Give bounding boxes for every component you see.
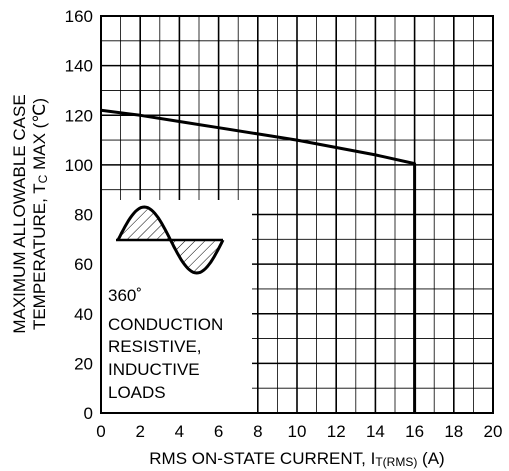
x-tick-label: 10 [288, 422, 307, 441]
y-axis-title-group: MAXIMUM ALLOWABLE CASE TEMPERATURE, TC M… [10, 94, 50, 333]
grid [101, 16, 493, 413]
y-tick-label: 140 [65, 57, 93, 76]
x-tick-label: 14 [366, 422, 385, 441]
y-tick-label: 160 [65, 7, 93, 26]
y-tick-label: 60 [74, 255, 93, 274]
annotation-degree: 360˚ [108, 286, 142, 305]
waveform-negative-hatch [170, 240, 223, 273]
y-tick-label: 20 [74, 354, 93, 373]
x-tick-label: 0 [96, 422, 105, 441]
waveform-positive-hatch [118, 207, 171, 240]
y-tick-label: 0 [84, 404, 93, 423]
y-axis-title-line2-subscript: C [36, 174, 50, 183]
x-tick-label: 4 [175, 422, 184, 441]
y-tick-label: 100 [65, 156, 93, 175]
x-tick-labels: 0 2 4 6 8 10 12 14 16 18 20 [96, 422, 502, 441]
x-tick-label: 2 [135, 422, 144, 441]
annotation-line: INDUCTIVE [108, 360, 200, 379]
x-tick-label: 6 [214, 422, 223, 441]
x-tick-label: 8 [253, 422, 262, 441]
x-axis-title-subscript: T(RMS) [375, 455, 417, 469]
annotation-line: CONDUCTION [108, 315, 223, 334]
inset-panel: 360˚ CONDUCTION RESISTIVE, INDUCTIVE LOA… [102, 200, 252, 412]
series-group [100, 108, 417, 413]
waveform-diagram [116, 205, 225, 275]
x-axis-title-unit: (A) [417, 449, 444, 468]
annotation-line: LOADS [108, 383, 166, 402]
annotation-line: RESISTIVE, [108, 337, 202, 356]
y-axis-title-line2-main: TEMPERATURE, T [30, 183, 49, 330]
y-axis-title-line1: MAXIMUM ALLOWABLE CASE [10, 94, 29, 333]
x-tick-label: 20 [484, 422, 503, 441]
series-line [100, 108, 417, 413]
plot-frame [100, 15, 494, 414]
y-tick-label: 40 [74, 305, 93, 324]
x-tick-label: 16 [405, 422, 424, 441]
x-axis-title: RMS ON-STATE CURRENT, IT(RMS) (A) [149, 449, 444, 469]
y-tick-label: 120 [65, 106, 93, 125]
y-axis-title-line2: TEMPERATURE, TC MAX (℃) [30, 98, 50, 330]
y-tick-labels: 0 20 40 60 80 100 120 140 160 [65, 7, 93, 423]
y-axis-title-line2-rest: MAX (℃) [30, 98, 49, 175]
y-tick-label: 80 [74, 206, 93, 225]
x-tick-label: 12 [327, 422, 346, 441]
x-axis-title-main: RMS ON-STATE CURRENT, I [149, 449, 375, 468]
x-tick-label: 18 [444, 422, 463, 441]
